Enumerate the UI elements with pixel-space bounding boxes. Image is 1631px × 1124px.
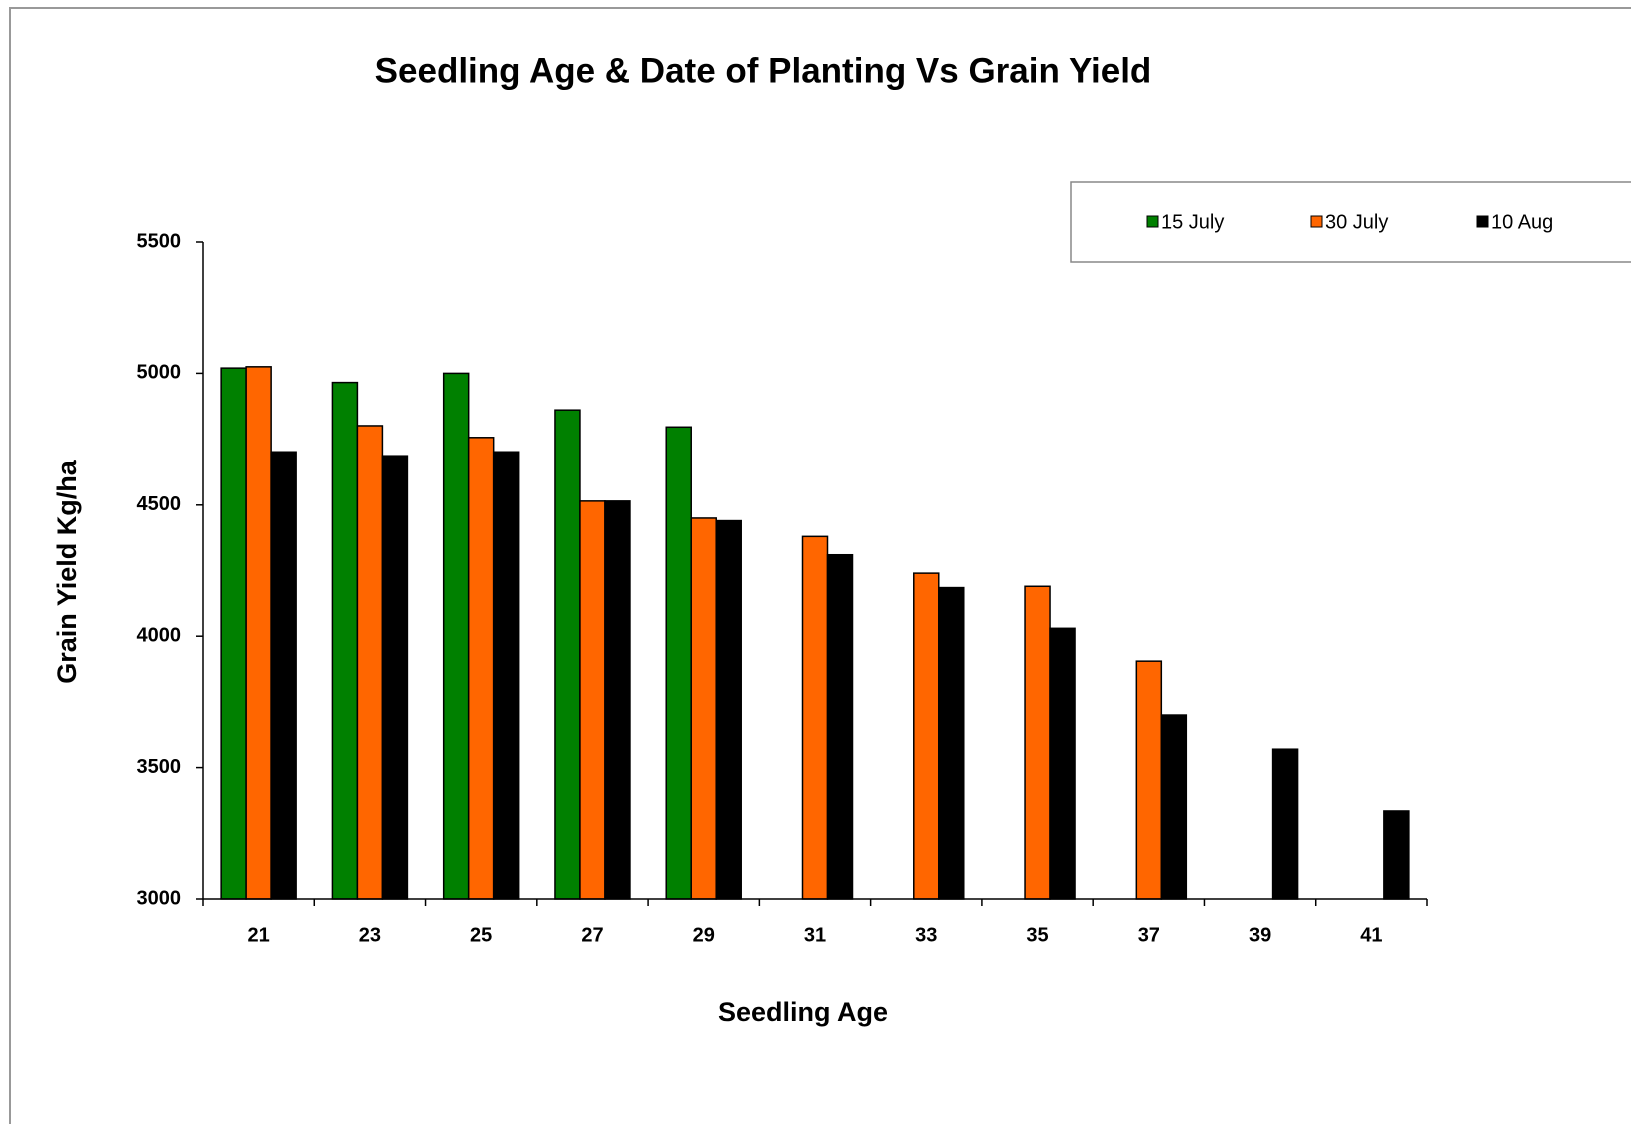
bar [1383,810,1410,900]
bar [1160,714,1188,900]
bar [220,367,247,900]
bar [1024,585,1051,900]
bar [604,500,631,900]
legend-swatch [1476,215,1489,228]
bar [331,381,359,900]
bar [1135,660,1163,900]
bar [690,517,717,900]
y-tick-label: 3500 [137,756,182,778]
x-tick-label: 33 [915,924,937,946]
chart-title: Seedling Age & Date of Planting Vs Grain… [375,51,1152,90]
y-tick-label: 5500 [137,230,182,252]
legend-swatch [1146,215,1159,228]
bar [356,425,384,900]
bar [442,372,470,900]
bar [492,451,520,900]
x-tick-label: 27 [581,924,603,946]
bar [1049,627,1076,900]
bar [665,426,692,900]
bar [826,553,854,900]
x-tick-label: 21 [248,924,270,946]
y-axis-title: Grain Yield Kg/ha [52,459,82,684]
x-tick-label: 37 [1138,924,1160,946]
x-tick-label: 29 [693,924,715,946]
legend-label: 15 July [1161,211,1224,233]
bar [381,455,409,900]
x-tick-label: 35 [1026,924,1048,946]
y-tick-label: 4500 [137,493,182,515]
x-axis-title: Seedling Age [718,997,888,1027]
bar [579,500,606,900]
x-tick-label: 41 [1360,924,1382,946]
bar [801,535,829,900]
legend-swatch [1310,215,1323,228]
x-tick-label: 23 [359,924,381,946]
x-tick-label: 25 [470,924,492,946]
y-tick-label: 5000 [137,362,182,384]
bar [913,572,940,900]
bar [245,366,272,900]
legend-box [1070,181,1631,263]
bar [715,519,742,900]
y-tick-label: 4000 [137,624,182,646]
bar [467,437,495,900]
legend-label: 30 July [1325,211,1388,233]
legend-label: 10 Aug [1491,211,1553,233]
x-tick-label: 39 [1249,924,1271,946]
y-tick-label: 3000 [137,887,182,909]
bar [938,586,965,900]
bar [1271,748,1299,900]
bar [270,451,297,900]
bar [554,409,581,900]
x-tick-label: 31 [804,924,826,946]
